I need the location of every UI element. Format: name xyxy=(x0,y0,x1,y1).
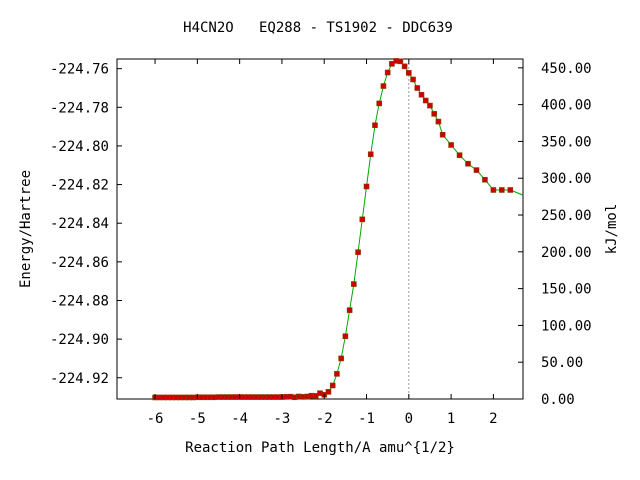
data-point xyxy=(372,122,378,129)
y-tick-label: -224.88 xyxy=(50,293,109,309)
y-right-tick-label: 250.00 xyxy=(541,208,592,224)
data-point xyxy=(418,91,425,98)
y-tick-label: -224.92 xyxy=(50,371,109,387)
x-tick-label: -4 xyxy=(231,411,248,427)
data-point xyxy=(363,183,370,190)
data-point xyxy=(431,111,437,117)
data-point xyxy=(490,187,497,193)
data-point xyxy=(414,85,421,91)
data-point xyxy=(435,118,442,125)
data-point xyxy=(397,58,404,65)
data-point xyxy=(342,333,349,340)
data-point xyxy=(499,187,505,193)
y-tick-label: -224.90 xyxy=(50,332,109,348)
y-tick-label: -224.86 xyxy=(50,255,109,271)
data-point xyxy=(482,176,488,183)
data-point xyxy=(329,382,336,389)
data-point xyxy=(410,76,416,83)
y-right-tick-label: 50.00 xyxy=(541,355,583,371)
x-tick-label: 1 xyxy=(447,411,455,427)
y-tick-label: -224.80 xyxy=(50,139,109,155)
y-tick-label: -224.76 xyxy=(50,62,109,78)
data-point xyxy=(439,131,446,138)
chart-title: H4CN2O EQ288 - TS1902 - DDC639 xyxy=(183,20,453,36)
data-point xyxy=(380,83,387,89)
data-point xyxy=(367,151,374,158)
data-point xyxy=(507,187,514,193)
data-point xyxy=(376,100,383,107)
data-point xyxy=(456,152,463,158)
y-right-tick-label: 450.00 xyxy=(541,61,592,77)
plot-frame xyxy=(116,58,524,400)
y-right-tick-label: 150.00 xyxy=(541,282,592,298)
x-tick-label: 2 xyxy=(489,411,497,427)
tick-layer: -6 -5 -4 -3 -2 -1 0 1 2 -224.76 -224.78 -224.80 -224… xyxy=(50,59,592,427)
x-tick-label: -1 xyxy=(358,411,375,427)
data-point xyxy=(359,216,366,223)
data-point xyxy=(427,102,433,109)
y-right-tick-label: 300.00 xyxy=(541,171,592,187)
data-point xyxy=(338,355,344,362)
data-point xyxy=(473,167,480,173)
x-tick-label: 0 xyxy=(405,411,413,427)
data-point xyxy=(355,249,361,255)
x-tick-label: -3 xyxy=(274,411,291,427)
data-point xyxy=(406,70,412,76)
data-point xyxy=(465,160,471,167)
data-point xyxy=(401,63,408,70)
y-right-tick-label: 100.00 xyxy=(541,318,592,334)
data-point xyxy=(422,97,429,104)
y-right-tick-label: 200.00 xyxy=(541,245,592,261)
y-tick-label: -224.82 xyxy=(50,178,109,194)
data-point xyxy=(448,142,454,148)
data-point xyxy=(346,307,353,313)
y-tick-label: -224.78 xyxy=(50,100,109,116)
x-tick-label: -2 xyxy=(316,411,333,427)
y-axis-label-left: Energy/Hartree xyxy=(18,170,34,288)
energy-profile-line xyxy=(155,60,523,398)
data-point xyxy=(389,61,395,67)
data-point xyxy=(334,371,340,377)
x-tick-label: -5 xyxy=(189,411,206,427)
data-point xyxy=(325,389,332,395)
series-layer xyxy=(152,58,523,401)
data-point xyxy=(351,281,357,287)
x-tick-label: -6 xyxy=(147,411,164,427)
y-right-tick-label: 400.00 xyxy=(541,98,592,114)
y-axis-label-right: kJ/mol xyxy=(604,204,620,255)
data-point xyxy=(384,69,391,76)
y-right-tick-label: 0.00 xyxy=(541,392,575,408)
x-axis-label: Reaction Path Length/A amu^{1/2} xyxy=(185,440,455,456)
y-right-tick-label: 350.00 xyxy=(541,134,592,150)
y-tick-label: -224.84 xyxy=(50,216,109,232)
